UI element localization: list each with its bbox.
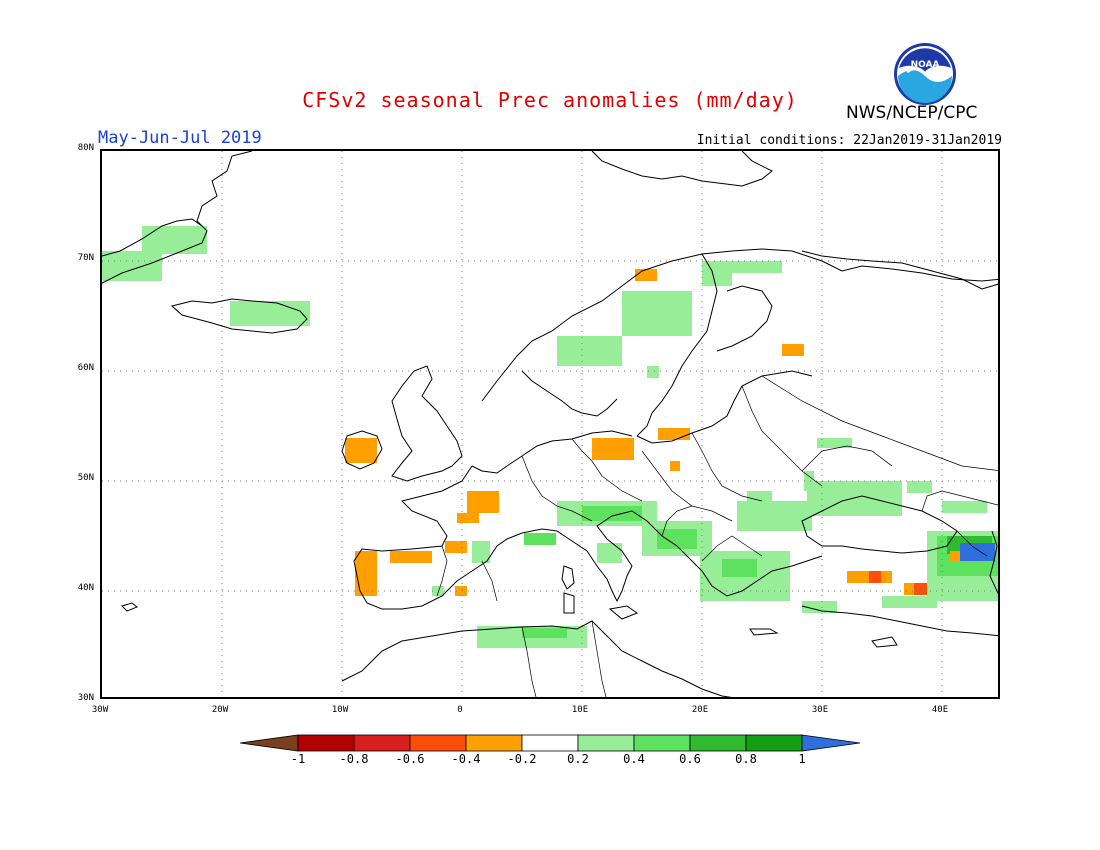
anomaly-wet-romania (737, 501, 812, 531)
anomaly-wet-spain-east (472, 541, 490, 563)
chart-title: CFSv2 seasonal Prec anomalies (mm/day) (302, 88, 798, 112)
colorbar-label: 0.8 (735, 752, 757, 766)
colorbar-swatch-7 (633, 734, 691, 752)
anomaly-wet-greenland (102, 251, 162, 281)
colorbar-swatch-10 (801, 734, 861, 752)
graticule (102, 151, 998, 697)
colorbar-label: -0.2 (507, 752, 537, 766)
lon-label-0: 0 (457, 705, 463, 715)
colorbar-swatch-4 (465, 734, 523, 752)
logo-text: NOAA (911, 60, 940, 70)
anomaly-wet-algeria-core (522, 628, 567, 638)
anomaly-dry-caucasus-south (950, 551, 960, 561)
lon-label-30e: 30E (811, 705, 829, 715)
colorbar (239, 734, 861, 756)
anomaly-dry-portugal (355, 551, 377, 596)
colorbar-label: 0.4 (623, 752, 645, 766)
anomaly-wet-norway-mid (622, 291, 692, 336)
anomaly-wet-aegean (802, 601, 837, 613)
anomaly-wet-alps-core (582, 506, 642, 521)
colorbar-label: -0.4 (451, 752, 481, 766)
colorbar-swatch-3 (409, 734, 467, 752)
anomaly-dry-north-norway (635, 269, 657, 281)
anomaly-wet-greece-core (722, 559, 757, 577)
lat-label-40n: 40N (77, 583, 94, 593)
anomaly-wet-norway-south (557, 336, 622, 366)
anomaly-wet-hungary (747, 491, 772, 503)
colorbar-label: 0.2 (567, 752, 589, 766)
colorbar-swatch-5 (521, 734, 579, 752)
lon-label-40e: 40E (931, 705, 949, 715)
lat-label-50n: 50N (77, 473, 94, 483)
anomaly-very-wet-caucasus (960, 543, 995, 561)
anomaly-wet-ukraine (807, 481, 902, 516)
lon-label-20w: 20W (211, 705, 229, 715)
anomaly-wet-adriatic (597, 543, 622, 563)
anomaly-wet-caspian (942, 501, 987, 513)
anomaly-shading (102, 226, 998, 648)
colorbar-swatch-2 (353, 734, 411, 752)
lat-label-30n: 30N (77, 693, 94, 703)
anomaly-dry-spain (390, 551, 432, 563)
anomaly-wet-lapland (727, 261, 782, 273)
colorbar-swatch-8 (689, 734, 747, 752)
anomaly-wet-ukraine-north (817, 438, 852, 448)
lat-label-80n: 80N (77, 143, 94, 153)
colorbar-label: 0.6 (679, 752, 701, 766)
anomaly-dry-pyrenees (445, 541, 467, 553)
anomaly-wet-anatolia (882, 596, 937, 608)
anomaly-wet-greenland-2 (142, 226, 207, 254)
anomaly-dry-finland (782, 344, 804, 356)
europe-map (100, 149, 1000, 699)
anomaly-drier-turkey-west (869, 571, 881, 583)
lon-label-30w: 30W (91, 705, 109, 715)
colorbar-svg (239, 734, 861, 752)
season-label: May-Jun-Jul 2019 (98, 128, 262, 148)
colorbar-label: -0.8 (339, 752, 369, 766)
political-borders (436, 375, 998, 697)
anomaly-wet-kiev (907, 481, 922, 491)
lat-label-70n: 70N (77, 253, 94, 263)
anomaly-wet-iceland (230, 301, 310, 326)
agency-label: NWS/NCEP/CPC (846, 103, 978, 123)
coastlines (102, 151, 998, 697)
lon-label-10e: 10E (571, 705, 589, 715)
colorbar-label: -0.6 (395, 752, 425, 766)
anomaly-wet-balkans-core (657, 529, 697, 549)
anomaly-wet-italy (524, 533, 556, 545)
colorbar-swatch-1 (297, 734, 355, 752)
colorbar-swatch-9 (745, 734, 803, 752)
initial-conditions-label: Initial conditions: 22Jan2019-31Jan2019 (696, 133, 1002, 148)
lon-label-20e: 20E (691, 705, 709, 715)
anomaly-dry-france (467, 491, 499, 513)
anomaly-dry-germany (592, 438, 634, 460)
lon-label-10w: 10W (331, 705, 349, 715)
anomaly-dry-spain-south (455, 586, 467, 596)
colorbar-swatch-6 (577, 734, 635, 752)
lat-label-60n: 60N (77, 363, 94, 373)
anomaly-dry-france-2 (457, 513, 479, 523)
anomaly-wet-sweden (647, 366, 659, 378)
noaa-logo: NOAA (893, 42, 957, 110)
anomaly-wet-poland-east (804, 471, 814, 491)
colorbar-label: 1 (798, 752, 806, 766)
map-canvas (102, 151, 998, 697)
anomaly-dry-poland (658, 428, 690, 440)
colorbar-swatch-0 (239, 734, 299, 752)
anomaly-dry-ireland (345, 438, 377, 463)
colorbar-label: -1 (290, 752, 306, 766)
anomaly-dry-poland-2 (670, 461, 680, 471)
